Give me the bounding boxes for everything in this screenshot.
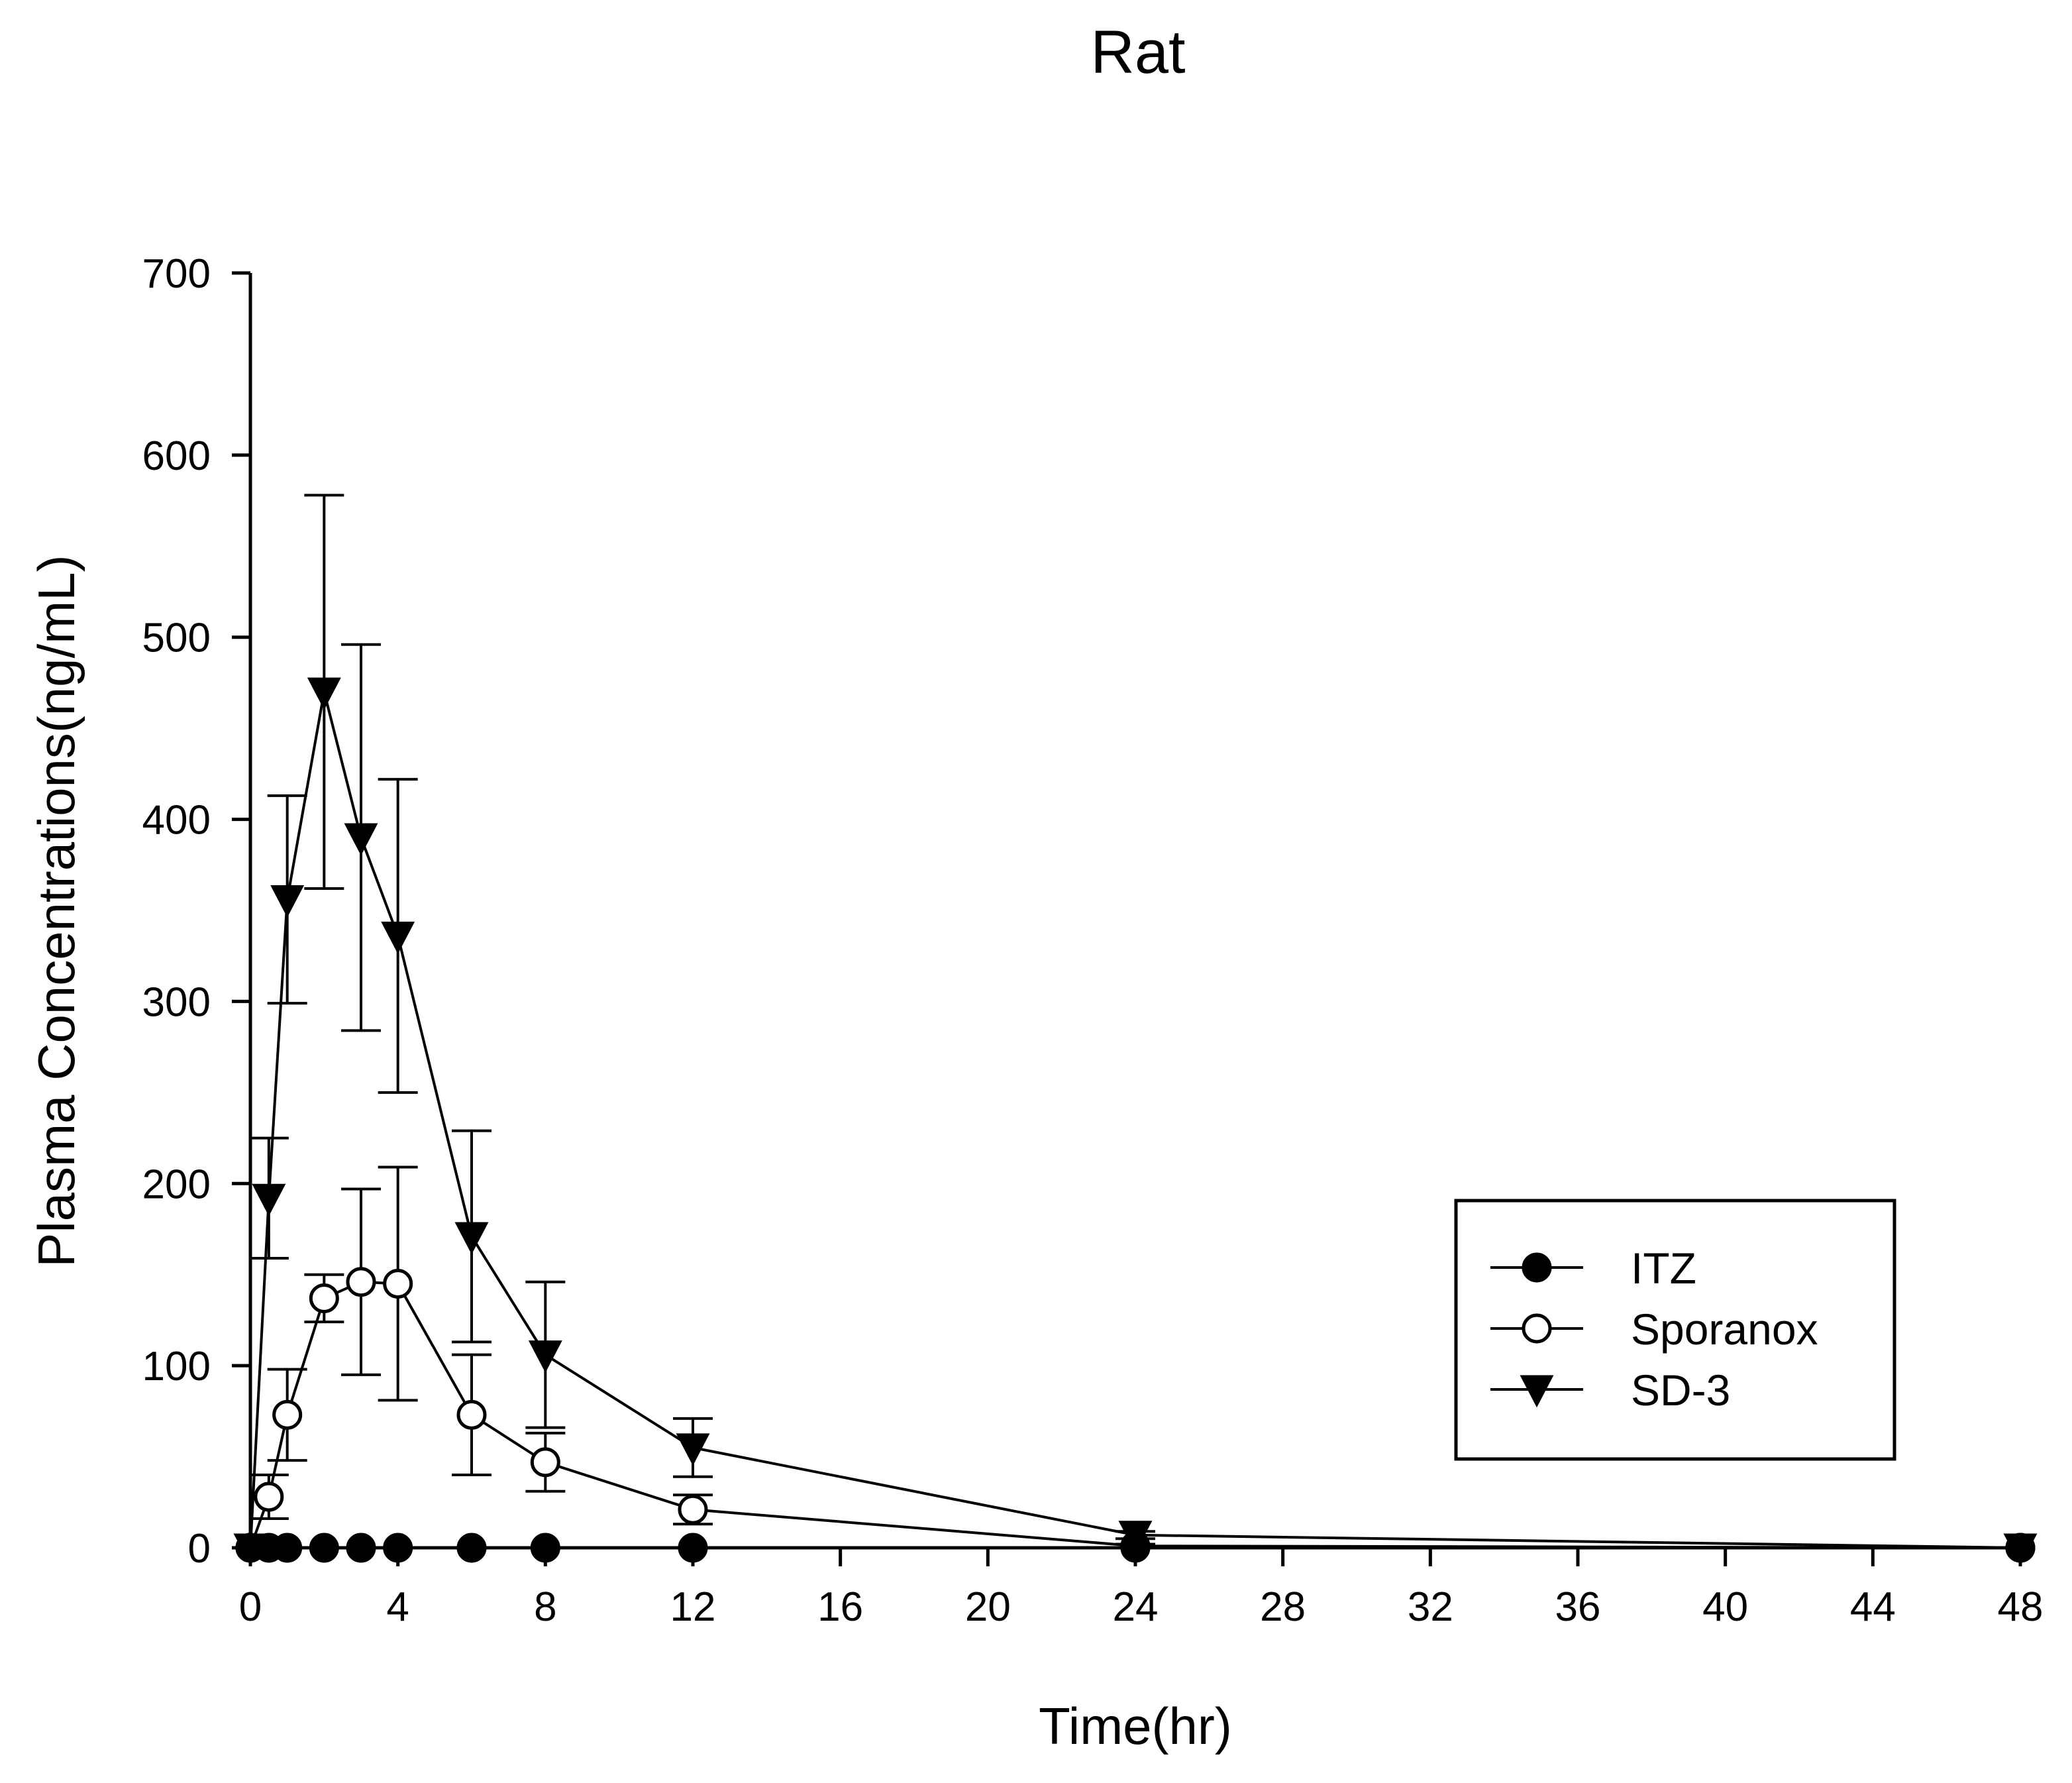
data-point (272, 1533, 303, 1563)
plot-area (233, 494, 2038, 1566)
x-tick-label: 40 (1702, 1584, 1748, 1630)
data-point (1120, 1533, 1151, 1563)
x-tick-label: 8 (534, 1584, 556, 1630)
data-point (456, 1399, 487, 1430)
legend-label: ITZ (1631, 1244, 1696, 1293)
y-tick-label: 300 (142, 979, 211, 1025)
series-sd-3 (233, 494, 2038, 1566)
data-point (676, 1433, 710, 1466)
data-point (309, 1283, 339, 1313)
data-point (252, 1183, 286, 1216)
data-point (309, 1533, 339, 1563)
x-tick-label: 36 (1555, 1584, 1601, 1630)
data-point (528, 1340, 562, 1373)
y-axis-label: Plasma Concentrations(ng/mL) (27, 555, 85, 1267)
data-point (344, 823, 378, 856)
x-tick-label: 48 (1998, 1584, 2044, 1630)
y-tick-label: 600 (142, 433, 211, 479)
legend-label: SD-3 (1631, 1366, 1730, 1415)
y-tick-label: 700 (142, 251, 211, 297)
x-tick-label: 20 (965, 1584, 1011, 1630)
y-tick-label: 100 (142, 1344, 211, 1389)
data-point (307, 677, 341, 710)
data-point (381, 921, 415, 954)
y-tick-label: 0 (188, 1526, 211, 1572)
data-point (678, 1533, 708, 1563)
x-tick-label: 24 (1113, 1584, 1159, 1630)
legend-item: Sporanox (1490, 1305, 1818, 1354)
data-point (346, 1267, 376, 1297)
data-point (254, 1482, 284, 1512)
data-point (272, 1399, 303, 1430)
x-tick-label: 0 (239, 1584, 262, 1630)
legend-marker (1522, 1313, 1552, 1344)
series-itz (235, 1533, 2036, 1563)
data-point (346, 1533, 376, 1563)
data-point (454, 1222, 489, 1255)
legend-label: Sporanox (1631, 1305, 1818, 1354)
x-tick-label: 44 (1850, 1584, 1896, 1630)
data-point (2005, 1533, 2036, 1563)
x-tick-label: 28 (1260, 1584, 1306, 1630)
data-point (383, 1268, 413, 1299)
legend-item: SD-3 (1490, 1366, 1730, 1415)
chart-title: Rat (1090, 19, 1185, 86)
data-point (530, 1533, 560, 1563)
y-axis: 0 100 200 300 400 500 600 700 (142, 251, 252, 1572)
x-tick-label: 16 (817, 1584, 863, 1630)
y-tick-label: 400 (142, 798, 211, 843)
x-tick-label: 32 (1408, 1584, 1453, 1630)
legend-marker (1522, 1252, 1552, 1283)
legend-marker (1520, 1375, 1554, 1408)
x-tick-label: 4 (386, 1584, 409, 1630)
data-point (530, 1447, 560, 1478)
x-axis-label: Time(hr) (1039, 1697, 1232, 1755)
legend-item: ITZ (1490, 1244, 1696, 1293)
x-tick-label: 12 (670, 1584, 716, 1630)
data-point (270, 885, 305, 918)
data-point (456, 1533, 487, 1563)
data-point (678, 1494, 708, 1525)
y-tick-label: 200 (142, 1162, 211, 1207)
y-tick-label: 500 (142, 616, 211, 661)
data-point (383, 1533, 413, 1563)
legend: ITZ Sporanox SD-3 (1454, 1199, 1896, 1461)
